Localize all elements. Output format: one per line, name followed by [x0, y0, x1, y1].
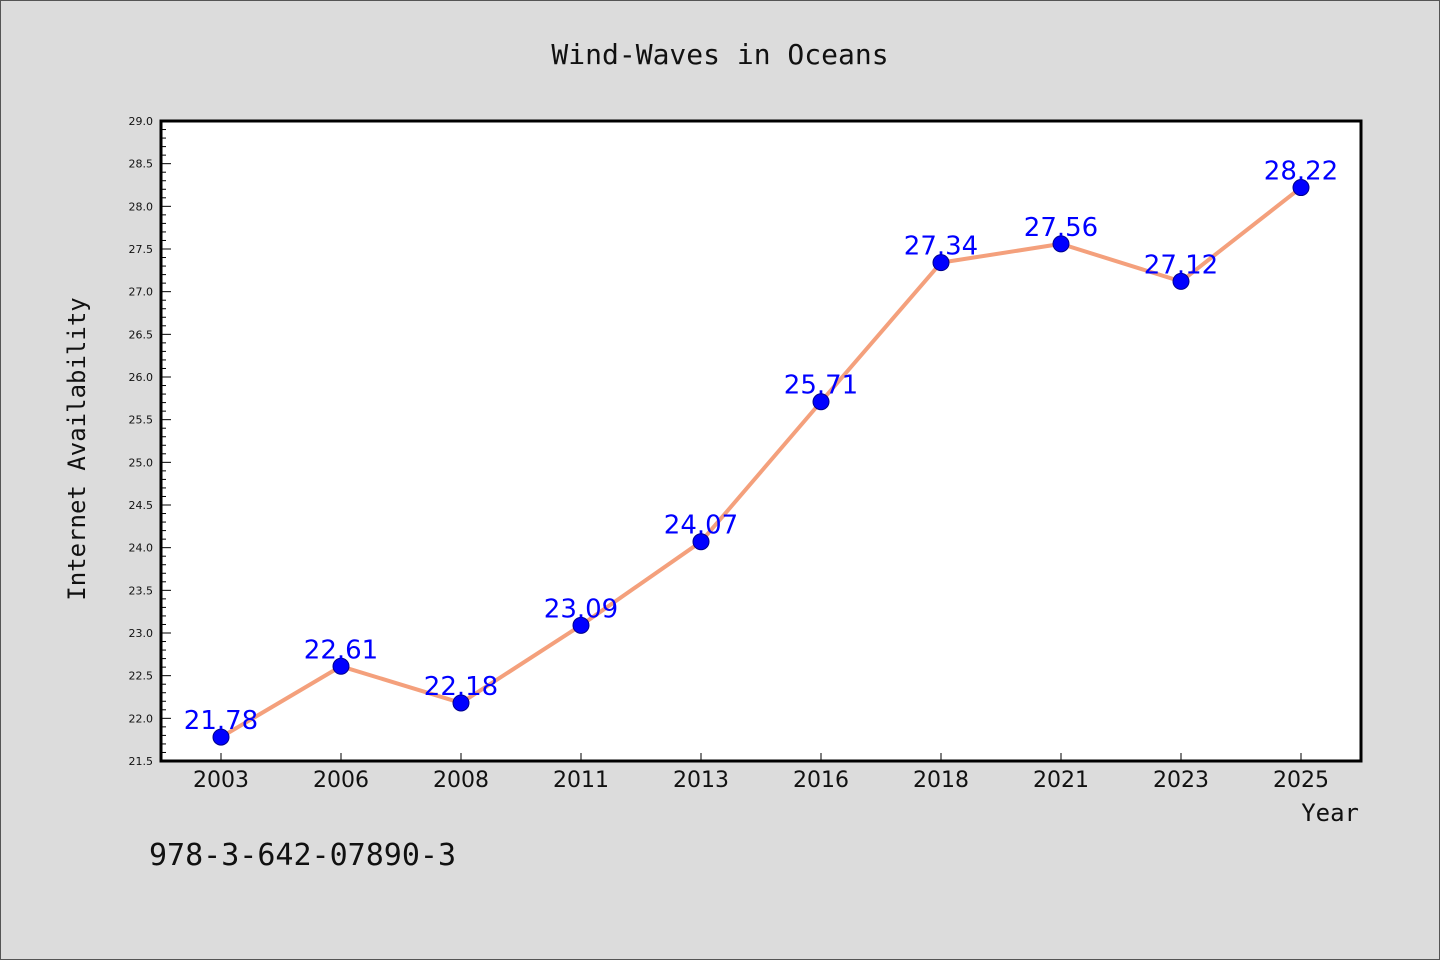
data-point — [452, 694, 470, 712]
x-tick-label: 2011 — [553, 768, 609, 793]
data-label: 24.07 — [664, 511, 738, 541]
data-label: 22.18 — [424, 672, 498, 702]
y-tick-label: 24.0 — [129, 542, 154, 555]
y-tick-label: 28.0 — [129, 200, 154, 213]
y-tick-label: 21.5 — [129, 755, 154, 768]
data-label: 23.09 — [544, 594, 618, 624]
x-tick-label: 2021 — [1033, 768, 1089, 793]
y-tick-label: 23.5 — [129, 584, 154, 597]
y-tick-label: 27.0 — [129, 286, 154, 299]
data-point — [212, 728, 230, 746]
x-tick-label: 2003 — [193, 768, 249, 793]
y-tick-label: 22.0 — [129, 712, 154, 725]
data-label: 21.78 — [184, 706, 258, 736]
plot-area — [159, 119, 1363, 763]
data-label: 27.34 — [904, 232, 978, 262]
x-tick-label: 2013 — [673, 768, 729, 793]
data-point — [332, 657, 350, 675]
data-point — [1052, 235, 1070, 253]
series-markers — [212, 179, 1310, 746]
y-tick-label: 25.5 — [129, 414, 154, 427]
data-point — [1292, 179, 1310, 197]
y-tick-label: 26.5 — [129, 328, 154, 341]
data-label: 28.22 — [1264, 157, 1338, 187]
data-label: 22.61 — [304, 635, 378, 665]
data-point — [812, 393, 830, 411]
y-tick-label: 24.5 — [129, 499, 154, 512]
y-tick-label: 23.0 — [129, 627, 154, 640]
data-point — [932, 254, 950, 272]
x-axis-label: Year — [1301, 799, 1359, 827]
y-axis: 21.5 22.0 22.5 23.0 23.5 24.0 24.5 25.0 25.5 26.0… — [129, 115, 171, 768]
y-axis-label: Internet Availability — [63, 297, 91, 600]
x-tick-label: 2023 — [1153, 768, 1209, 793]
x-axis: 2003 2006 2008 2011 2013 2016 2018 2021 2023 2025 — [193, 753, 1329, 793]
y-tick-label: 25.0 — [129, 456, 154, 469]
y-tick-label: 22.5 — [129, 670, 154, 683]
data-point — [572, 616, 590, 634]
x-tick-label: 2016 — [793, 768, 849, 793]
data-label: 27.56 — [1024, 213, 1098, 243]
data-label: 25.71 — [784, 371, 858, 401]
y-tick-label: 27.5 — [129, 243, 154, 256]
chart-title: Wind-Waves in Oceans — [551, 38, 888, 71]
footer-code: 978-3-642-07890-3 — [149, 838, 456, 873]
y-tick-label: 26.0 — [129, 371, 154, 384]
x-tick-label: 2025 — [1273, 768, 1329, 793]
x-tick-label: 2008 — [433, 768, 489, 793]
data-label: 27.12 — [1144, 250, 1218, 280]
data-point — [692, 533, 710, 551]
data-point — [1172, 272, 1190, 290]
x-tick-label: 2018 — [913, 768, 969, 793]
y-tick-label: 29.0 — [129, 115, 154, 128]
x-tick-label: 2006 — [313, 768, 369, 793]
series-line — [219, 185, 1303, 739]
data-labels: 21.78 22.61 22.18 23.09 24.07 25.71 27.34 27.56… — [184, 157, 1338, 737]
y-tick-label: 28.5 — [129, 158, 154, 171]
